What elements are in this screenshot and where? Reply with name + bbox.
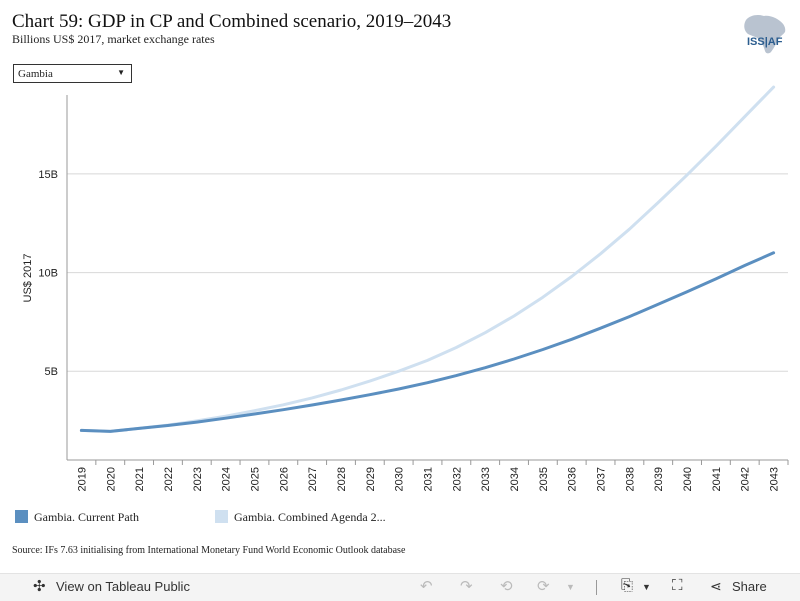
series-line-combined-agenda [79, 85, 776, 433]
source-note: Source: IFs 7.63 initialising from Inter… [12, 545, 406, 556]
x-tick-label: 2036 [567, 467, 579, 491]
iss-africa-logo: ISS|AF [744, 15, 786, 54]
refresh-icon[interactable]: ⟳ [537, 578, 550, 595]
chart-title: Chart 59: GDP in CP and Combined scenari… [12, 11, 452, 32]
y-tick-label: 10B [38, 268, 58, 280]
x-tick-label: 2042 [740, 467, 752, 491]
logo-text: ISS|AF [747, 36, 783, 48]
tableau-logo-icon: ✣ [33, 578, 46, 595]
x-tick-label: 2039 [653, 467, 665, 491]
x-tick-label: 2032 [451, 467, 463, 491]
legend-label-current-path: Gambia. Current Path [34, 510, 139, 524]
x-tick-label: 2019 [76, 467, 88, 491]
country-filter-dropdown[interactable]: Gambia ▼ [13, 64, 132, 83]
undo-icon[interactable]: ↶ [420, 578, 433, 595]
x-tick-label: 2022 [163, 467, 175, 491]
x-tick-label: 2025 [249, 467, 261, 491]
toolbar-separator [596, 580, 597, 595]
x-tick-label: 2020 [105, 467, 117, 491]
share-icon[interactable]: ⋖ [710, 578, 722, 594]
share-button[interactable]: Share [732, 579, 767, 594]
x-tick-label: 2035 [538, 467, 550, 491]
download-chevron-down-icon[interactable]: ▼ [642, 582, 651, 592]
x-tick-label: 2041 [711, 467, 723, 491]
line-chart: 5B 10B 15B 2019 2020 2021 2022 2023 2024 2025 2026… [38, 85, 789, 491]
x-tick-label: 2021 [134, 467, 146, 491]
refresh-chevron-down-icon[interactable]: ▼ [566, 582, 575, 592]
x-tick-label: 2027 [307, 467, 319, 491]
x-tick-label: 2043 [769, 467, 781, 491]
chart-subtitle: Billions US$ 2017, market exchange rates [12, 32, 215, 46]
x-tick-label: 2033 [480, 467, 492, 491]
y-tick-label: 5B [45, 366, 58, 378]
series-line-current-path [79, 251, 776, 433]
legend-swatch-combined-agenda [215, 510, 228, 523]
revert-icon[interactable]: ⟲ [500, 578, 513, 595]
x-tick-label: 2030 [394, 467, 406, 491]
redo-icon[interactable]: ↷ [460, 578, 473, 595]
tableau-toolbar: ✣ View on Tableau Public ↶ ↷ ⟲ ⟳ ▼ ⎘ ▼ ⛶… [0, 573, 800, 601]
x-tick-label: 2031 [423, 467, 435, 491]
view-on-tableau-link[interactable]: View on Tableau Public [56, 579, 190, 594]
x-tick-label: 2037 [596, 467, 608, 491]
x-tick-label: 2026 [278, 467, 290, 491]
y-tick-label: 15B [38, 169, 58, 181]
x-tick-label: 2038 [624, 467, 636, 491]
x-tick-label: 2024 [221, 467, 233, 491]
x-tick-label: 2028 [336, 467, 348, 491]
x-tick-label: 2034 [509, 467, 521, 491]
legend-item-current-path[interactable]: Gambia. Current Path [15, 510, 139, 525]
x-tick-label: 2040 [682, 467, 694, 491]
x-tick-label: 2029 [365, 467, 377, 491]
country-filter-value: Gambia [18, 68, 53, 80]
legend-swatch-current-path [15, 510, 28, 523]
download-icon[interactable]: ⎘ [621, 577, 634, 594]
legend-label-combined-agenda: Gambia. Combined Agenda 2... [234, 510, 386, 524]
fullscreen-icon[interactable]: ⛶ [672, 577, 683, 594]
chevron-down-icon: ▼ [117, 68, 125, 77]
legend-item-combined-agenda[interactable]: Gambia. Combined Agenda 2... [215, 510, 386, 525]
x-tick-label: 2023 [192, 467, 204, 491]
